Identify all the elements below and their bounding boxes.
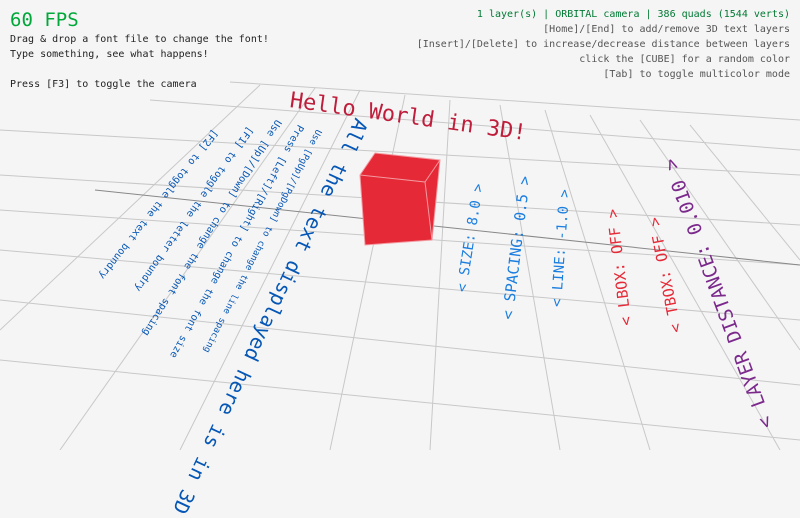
help-text: Drag & drop a font file to change the fo… [10,34,269,45]
cube[interactable] [359,152,441,246]
status-text: 1 layer(s) | ORBITAL camera | 386 quads … [476,9,790,20]
control-hint: [Insert]/[Delete] to increase/decrease d… [416,39,790,50]
fps-counter: 60 FPS [10,9,79,31]
ground-grid [0,81,800,450]
help-text: Press [F3] to toggle the camera [10,79,197,90]
control-hint: click the [CUBE] for a random color [579,54,790,65]
control-hint: [Tab] to toggle multicolor mode [603,69,790,80]
help-text: Type something, see what happens! [10,49,209,60]
control-hint: [Home]/[End] to add/remove 3D text layer… [543,24,790,35]
